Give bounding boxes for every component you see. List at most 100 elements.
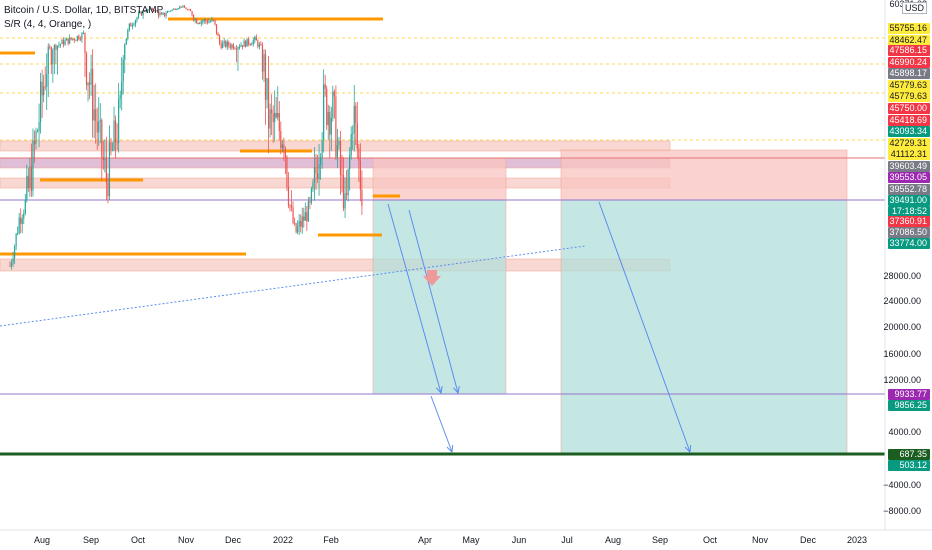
- price-label-text: 39552.78: [889, 184, 927, 194]
- price-label-tag: [888, 460, 930, 471]
- candle-body: [160, 12, 163, 15]
- candle-body: [292, 207, 294, 223]
- symbol-title[interactable]: Bitcoin / U.S. Dollar, 1D, BITSTAMP: [4, 5, 164, 16]
- candle-body: [284, 149, 286, 157]
- candle-body: [121, 81, 123, 96]
- candle-body: [131, 25, 133, 27]
- candle-body: [154, 10, 156, 12]
- candle-body: [277, 113, 279, 118]
- candle-body: [344, 193, 346, 209]
- candle-body: [338, 141, 340, 146]
- candle-body: [228, 41, 230, 46]
- price-label-tag: [888, 23, 930, 34]
- price-tick-label: 12000.00: [883, 375, 921, 385]
- candle-body: [176, 9, 178, 11]
- candle-body: [188, 9, 190, 11]
- candle-body: [18, 217, 20, 234]
- candle-body: [26, 175, 28, 201]
- time-tick-label: Dec: [225, 535, 242, 545]
- candle-body: [127, 30, 129, 39]
- candle-body: [352, 133, 354, 135]
- candle-body: [165, 12, 167, 16]
- candle-body: [286, 156, 288, 187]
- price-label-text: 9933.77: [894, 389, 927, 399]
- candle-body: [223, 41, 225, 44]
- candle-body: [347, 169, 349, 196]
- candle-body: [105, 158, 107, 183]
- time-tick-label: Nov: [752, 535, 769, 545]
- price-label-tag: [888, 238, 930, 249]
- candle-body: [312, 182, 314, 190]
- candle-body: [108, 142, 111, 197]
- price-label-text: 45750.00: [889, 103, 927, 113]
- price-label-tag: [888, 206, 930, 217]
- candle-body: [96, 120, 98, 133]
- candle-body: [295, 223, 297, 233]
- candle-body: [111, 150, 114, 152]
- candle-body: [29, 166, 31, 189]
- candle-body: [215, 24, 218, 34]
- price-label-text: 55755.16: [889, 23, 927, 33]
- price-label-tag: [888, 57, 930, 68]
- candle-body: [349, 155, 351, 170]
- candle-body: [35, 131, 37, 145]
- price-label-text: 47586.15: [889, 45, 927, 55]
- candle-body: [23, 213, 25, 219]
- price-label-text: 39553.05: [889, 172, 927, 182]
- candle-body: [226, 41, 228, 47]
- candle-body: [93, 109, 95, 121]
- candle-body: [219, 35, 221, 44]
- candle-body: [82, 32, 85, 34]
- projection-arrow: [387, 203, 442, 394]
- price-tick-label: 28000.00: [883, 271, 921, 281]
- candle-body: [162, 12, 164, 15]
- candle-body: [361, 189, 363, 206]
- price-label-text: 503.12: [899, 460, 927, 470]
- time-tick-label: Oct: [131, 535, 146, 545]
- down-arrow-icon: [423, 270, 441, 286]
- candle-body: [238, 46, 241, 48]
- candle-body: [248, 38, 250, 45]
- candle-body: [208, 21, 210, 23]
- candle-body: [168, 10, 170, 12]
- price-label-text: 45779.63: [889, 91, 927, 101]
- candle-body: [185, 7, 187, 10]
- candle-body: [206, 21, 208, 23]
- candle-body: [200, 21, 202, 24]
- candle-body: [92, 68, 94, 121]
- candle-body: [324, 84, 326, 89]
- candle-body: [142, 11, 144, 16]
- candle-body: [147, 9, 149, 12]
- candle-body: [182, 5, 184, 8]
- arrow-head: [684, 444, 692, 454]
- candle-body: [264, 54, 267, 100]
- candle-body: [336, 145, 339, 158]
- candle-body: [193, 15, 195, 20]
- indicator-title[interactable]: S/R (4, 4, Orange, ): [4, 19, 92, 30]
- price-label-tag: [888, 68, 930, 79]
- candle-body: [157, 11, 160, 16]
- candle-body: [163, 12, 166, 16]
- candle-body: [79, 39, 81, 41]
- currency-label[interactable]: USD: [902, 2, 928, 14]
- price-label-tag: [888, 126, 930, 137]
- candle-body: [235, 48, 238, 50]
- price-label-tag: [888, 161, 930, 172]
- price-label-tag: [888, 172, 930, 183]
- candles-layer: [9, 5, 363, 270]
- candle-body: [20, 217, 22, 224]
- time-tick-label: Oct: [703, 535, 718, 545]
- candle-body: [261, 44, 264, 72]
- candle-body: [159, 12, 161, 16]
- candle-body: [310, 189, 313, 203]
- price-label-text: 41112.31: [891, 149, 927, 159]
- candle-body: [203, 19, 205, 22]
- candle-body: [99, 120, 101, 122]
- time-tick-label: Aug: [605, 535, 621, 545]
- price-label-text: 9856.25: [894, 400, 927, 410]
- candle-body: [125, 38, 127, 45]
- time-tick-label: Jun: [512, 535, 527, 545]
- price-label-tag: [888, 227, 930, 238]
- price-tick-label: −4000.00: [883, 480, 921, 490]
